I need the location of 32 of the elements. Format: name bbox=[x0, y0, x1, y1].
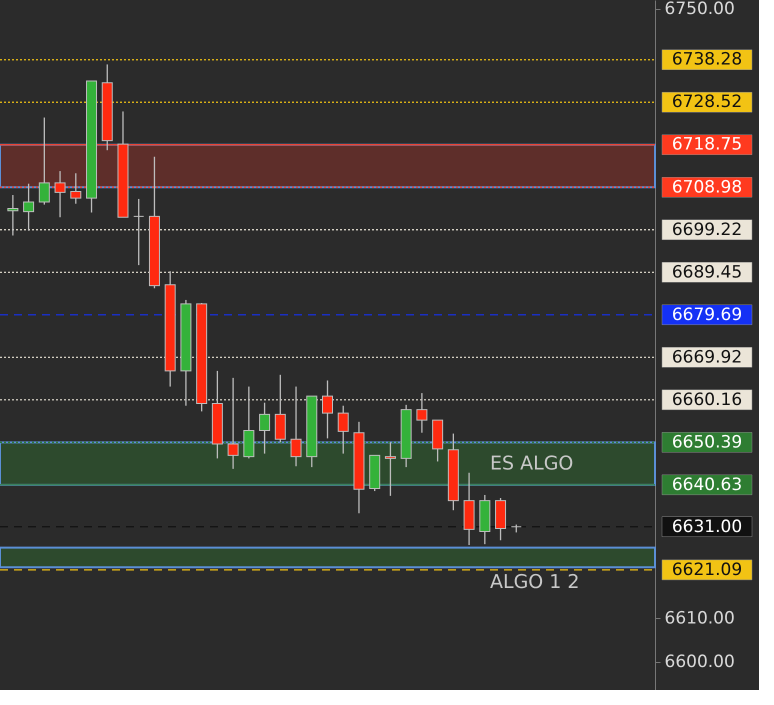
ref-line-label: 6699.22 bbox=[672, 220, 742, 240]
ref-line-label: 6621.09 bbox=[672, 560, 742, 580]
ref-line-label: 6650.39 bbox=[672, 432, 742, 452]
candlestick bbox=[54, 170, 66, 218]
ref-line-label: 6660.16 bbox=[672, 390, 742, 410]
ref-line-label: 6738.28 bbox=[672, 50, 742, 70]
ref-line-label: 6708.98 bbox=[672, 177, 742, 198]
candlestick bbox=[7, 194, 18, 236]
candlestick bbox=[38, 116, 50, 206]
candlestick bbox=[133, 198, 144, 266]
candlestick bbox=[23, 183, 34, 232]
ref-line-label: 6631.00 bbox=[672, 516, 742, 537]
ref-line-label: 6679.69 bbox=[672, 304, 742, 325]
ref-line-label: 6640.63 bbox=[672, 474, 742, 495]
ref-line-label: 6728.52 bbox=[672, 92, 742, 112]
candlestick bbox=[259, 402, 270, 454]
candlestick bbox=[384, 442, 396, 496]
y-tick-label: 6750.00 bbox=[664, 0, 735, 20]
band-label: ES ALGO bbox=[490, 452, 574, 475]
candlestick bbox=[510, 524, 522, 534]
candlestick bbox=[70, 172, 82, 204]
band-label: ALGO 1 2 bbox=[490, 571, 580, 594]
candlestick bbox=[228, 377, 239, 470]
y-tick-label: 6610.00 bbox=[664, 608, 735, 629]
ref-line-label: 6669.92 bbox=[672, 347, 742, 368]
candlestick bbox=[338, 405, 349, 454]
ref-line-label: 6689.45 bbox=[672, 262, 742, 282]
candlestick bbox=[416, 392, 428, 434]
ref-line-label: 6718.75 bbox=[672, 134, 742, 155]
candlestick bbox=[322, 380, 333, 440]
y-tick-label: 6600.00 bbox=[664, 652, 735, 672]
candlestick bbox=[290, 386, 302, 467]
